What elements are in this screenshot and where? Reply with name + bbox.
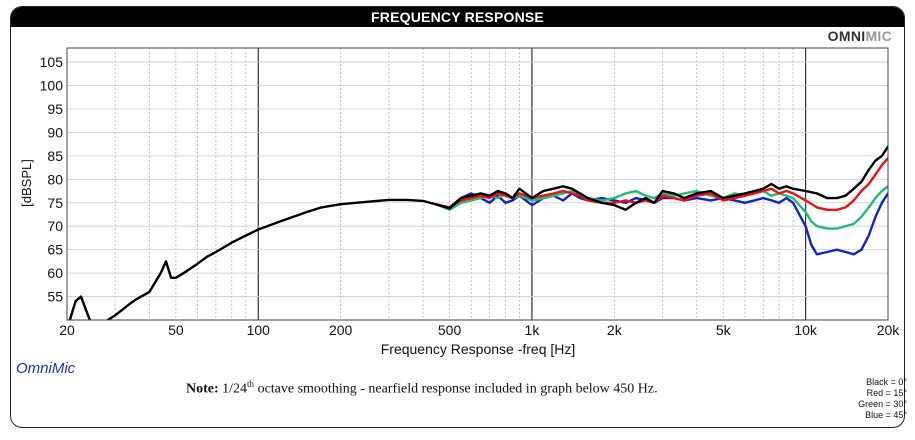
x-tick-label: 10k — [794, 322, 818, 338]
y-tick-label: 55 — [47, 289, 63, 305]
brand-logo-part1: OMNI — [827, 28, 866, 44]
y-tick-label: 105 — [40, 54, 64, 70]
y-axis-label: [dBSPL] — [19, 159, 34, 207]
note-pre: 1/24 — [218, 381, 248, 397]
x-tick-label: 100 — [247, 322, 271, 338]
x-tick-label: 500 — [438, 322, 462, 338]
y-tick-label: 85 — [47, 148, 63, 164]
x-tick-label: 20k — [877, 322, 901, 338]
x-tick-label: 200 — [329, 322, 353, 338]
chart-title: FREQUENCY RESPONSE — [11, 7, 904, 27]
x-tick-label: 50 — [168, 322, 184, 338]
note-label: Note: — [186, 381, 219, 397]
y-tick-label: 70 — [47, 218, 63, 234]
curves — [68, 145, 888, 320]
grid — [66, 48, 889, 320]
legend-item-black: Black = 0° — [866, 377, 907, 387]
legend-item-green: Green = 30° — [858, 399, 907, 409]
brand-logo: OMNIMIC — [828, 28, 892, 44]
plot-area-border — [66, 47, 889, 321]
y-tick-label: 80 — [47, 171, 63, 187]
legend: Black = 0° Red = 15° Green = 30° Blue = … — [858, 377, 907, 421]
brand-logo-part2: MIC — [865, 28, 892, 44]
x-axis-label: Frequency Response -freq [Hz] — [381, 341, 576, 357]
note-sup: th — [247, 379, 255, 389]
tick-labels: 55 60 65 70 75 80 85 90 95 100 105 20 50 100 200 500 1k 2… — [40, 54, 901, 338]
x-tick-label: 1k — [525, 322, 541, 338]
series-line-black — [68, 145, 888, 320]
legend-item-red: Red = 15° — [866, 388, 907, 398]
note-post: octave smoothing - nearfield response in… — [254, 381, 658, 397]
smoothing-note: Note: 1/24th octave smoothing - nearfiel… — [186, 379, 658, 398]
y-tick-label: 90 — [47, 124, 63, 140]
y-tick-label: 60 — [47, 265, 63, 281]
y-tick-label: 100 — [40, 78, 64, 94]
chart-frame: FREQUENCY RESPONSE OMNIMIC — [10, 6, 905, 428]
y-tick-label: 75 — [47, 195, 63, 211]
y-tick-label: 65 — [47, 242, 63, 258]
x-tick-label: 20 — [59, 322, 75, 338]
x-tick-label: 2k — [607, 322, 623, 338]
y-tick-label: 95 — [47, 101, 63, 117]
x-tick-label: 5k — [716, 322, 732, 338]
app-name: OmniMic — [16, 360, 76, 377]
legend-item-blue: Blue = 45° — [865, 410, 907, 420]
